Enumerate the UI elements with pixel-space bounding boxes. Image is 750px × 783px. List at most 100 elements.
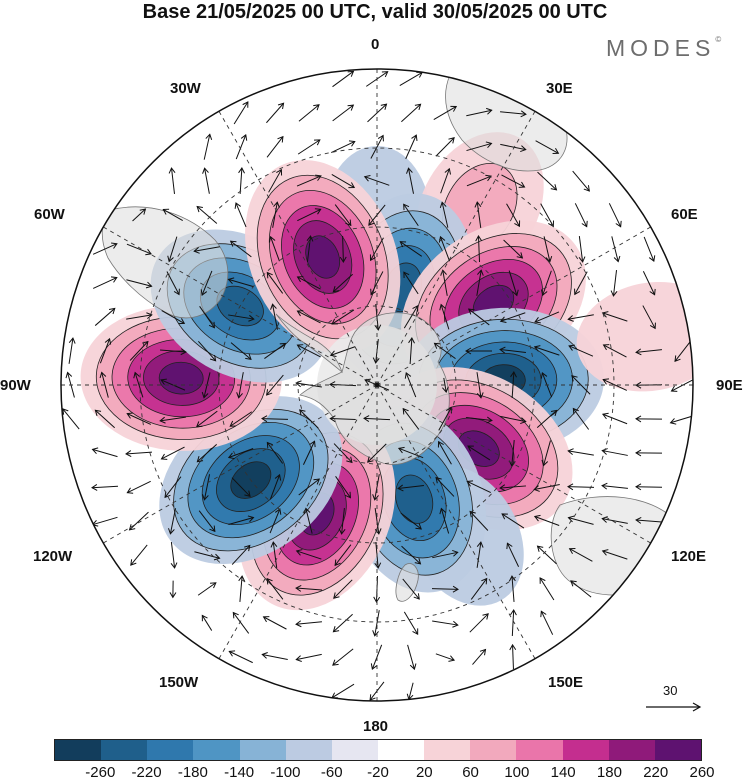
wind-arrow: [329, 346, 356, 357]
colorbar-segment: [193, 740, 240, 760]
wind-arrow: [238, 167, 245, 195]
wind-arrow: [126, 312, 153, 320]
wind-arrow: [202, 167, 210, 194]
colorbar-segment: [562, 740, 609, 760]
wind-arrow: [231, 477, 251, 498]
wind-arrow: [270, 541, 278, 568]
wind-arrow: [272, 201, 280, 228]
latitude-circle: [139, 147, 615, 623]
wind-arrow: [167, 236, 178, 263]
wind-arrow: [295, 620, 322, 628]
wind-arrow: [403, 203, 419, 227]
wind-arrow: [370, 134, 384, 159]
wind-arrow: [197, 340, 217, 362]
wind-arrow: [266, 135, 284, 158]
wind-arrow: [533, 514, 560, 526]
wind-arrow: [296, 344, 321, 358]
wind-arrow: [500, 143, 527, 153]
contour-line: [293, 220, 353, 294]
lon-label-60w: 60W: [34, 206, 65, 223]
lon-label-90e: 90E: [716, 377, 743, 394]
wind-arrow: [400, 512, 422, 530]
wind-arrow: [601, 311, 628, 322]
colorbar-tick-label: 140: [550, 764, 576, 781]
wind-arrow: [433, 105, 458, 120]
wind-arrow: [602, 344, 627, 358]
wind-arrow: [533, 345, 560, 356]
wind-arrow: [166, 271, 180, 296]
wind-arrow: [334, 204, 352, 227]
colorbar-tick-label: -180: [177, 764, 208, 781]
wind-arrow: [535, 140, 560, 154]
wind-arrow: [470, 577, 488, 600]
wind-arrow: [197, 582, 217, 596]
wind-arrow: [601, 549, 628, 560]
wind-arrow: [132, 208, 147, 222]
wind-arrow: [602, 378, 628, 391]
wind-arrow: [92, 242, 118, 255]
wind-arrow: [465, 347, 493, 355]
wind-arrow: [469, 510, 489, 531]
wind-arrow: [228, 650, 253, 664]
colorbar: [54, 739, 702, 761]
modes-logo: MODES©: [606, 35, 721, 62]
wind-arrow: [435, 137, 455, 157]
wind-arrow: [543, 236, 553, 263]
lon-label-90w: 90W: [0, 377, 31, 394]
wind-arrow: [466, 107, 493, 117]
wind-arrow: [238, 575, 246, 602]
wind-arrow: [91, 484, 119, 491]
wind-arrow: [403, 611, 419, 635]
wind-arrow: [303, 507, 313, 534]
wind-arrow: [296, 174, 322, 187]
wind-arrow: [229, 411, 253, 427]
wind-arrow: [195, 410, 218, 428]
wind-arrow: [332, 613, 353, 633]
wind-arrow: [506, 203, 521, 228]
contour-line: [268, 189, 377, 325]
lon-label-30w: 30W: [170, 80, 201, 97]
wind-arrow: [601, 448, 628, 456]
wind-arrow: [534, 311, 560, 324]
contour-line: [230, 461, 272, 499]
wind-arrow: [536, 545, 557, 565]
wind-arrow: [499, 484, 526, 492]
wind-arrow: [196, 205, 218, 224]
wind-arrow: [476, 541, 484, 568]
colorbar-segment: [654, 740, 701, 760]
wind-arrow: [160, 348, 187, 356]
wind-arrow: [160, 446, 185, 460]
colorbar-segment: [377, 740, 425, 760]
wind-arrow: [266, 271, 284, 294]
wind-arrow: [476, 269, 484, 296]
wind-arrow: [266, 374, 284, 396]
wind-arrow: [635, 348, 662, 356]
wind-arrow: [567, 314, 594, 322]
wind-arrow: [266, 102, 285, 124]
wind-arrow: [126, 412, 152, 425]
wind-arrow: [329, 415, 356, 423]
wind-arrow: [234, 202, 247, 228]
graticule: [61, 69, 693, 701]
wind-arrow: [610, 270, 618, 297]
wind-arrow: [642, 305, 656, 330]
wind-arrow: [474, 201, 482, 228]
wind-arrow: [437, 440, 452, 465]
wind-arrow: [508, 575, 516, 602]
wind-arrow: [68, 337, 76, 364]
wind-arrow: [467, 308, 490, 326]
wind-arrow: [510, 609, 517, 637]
wind-arrow: [435, 653, 456, 662]
wind-arrow: [541, 440, 551, 467]
wind-arrow: [270, 303, 278, 330]
colorbar-tick-label: 20: [415, 764, 433, 781]
wind-arrow: [635, 449, 663, 457]
wind-arrow: [268, 168, 283, 193]
wind-arrow: [331, 309, 355, 325]
colorbar-segment: [470, 740, 517, 760]
wind-arrow: [537, 171, 558, 191]
wind-arrow: [501, 174, 526, 188]
wind-arrow: [193, 246, 220, 254]
wind-arrow: [466, 141, 493, 152]
wind-arrow: [431, 585, 459, 593]
